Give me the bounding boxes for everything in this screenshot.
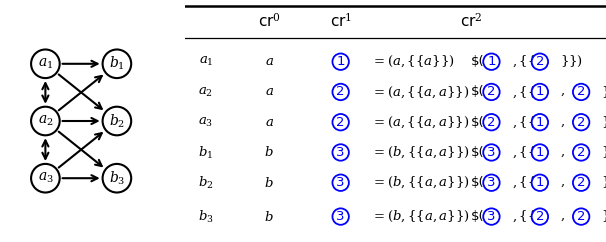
Circle shape xyxy=(102,50,131,78)
Text: $a$: $a$ xyxy=(265,55,273,68)
Text: 3: 3 xyxy=(487,146,496,159)
Text: 1: 1 xyxy=(336,55,345,68)
Text: 3: 3 xyxy=(487,176,496,189)
Text: 1: 1 xyxy=(536,85,544,98)
Text: $, \{\{$: $, \{\{$ xyxy=(511,175,536,190)
Text: 2: 2 xyxy=(577,116,585,129)
Text: $a_2$: $a_2$ xyxy=(38,114,53,128)
Text: $(: $( xyxy=(471,146,485,159)
Text: cr$^1$: cr$^1$ xyxy=(330,12,351,30)
Circle shape xyxy=(31,107,59,135)
Text: $(: $( xyxy=(471,85,485,98)
Text: $, \{\{$: $, \{\{$ xyxy=(511,84,536,100)
Text: 2: 2 xyxy=(577,210,585,223)
Text: 3: 3 xyxy=(336,210,345,223)
Text: $a_1$: $a_1$ xyxy=(199,55,213,68)
Text: $b_3$: $b_3$ xyxy=(198,209,214,225)
Text: $, \{\{$: $, \{\{$ xyxy=(511,54,536,69)
Circle shape xyxy=(102,164,131,192)
Text: 1: 1 xyxy=(487,55,496,68)
Text: $(: $( xyxy=(471,210,485,223)
Text: $a_2$: $a_2$ xyxy=(198,85,213,98)
Text: $\}\})$: $\}\})$ xyxy=(560,54,583,69)
Text: $a_3$: $a_3$ xyxy=(38,171,53,185)
Text: $a_3$: $a_3$ xyxy=(198,116,213,129)
Text: $b_1$: $b_1$ xyxy=(109,55,125,73)
Circle shape xyxy=(31,50,59,78)
Text: 3: 3 xyxy=(336,176,345,189)
Text: 2: 2 xyxy=(577,85,585,98)
Text: $, $: $, $ xyxy=(560,116,565,129)
Text: $= (b, \{\{a, a\}\})$: $= (b, \{\{a, a\}\})$ xyxy=(371,145,470,160)
Text: $\}\})$: $\}\})$ xyxy=(601,145,606,160)
Text: cr$^2$: cr$^2$ xyxy=(460,12,482,30)
Text: 1: 1 xyxy=(536,146,544,159)
Text: 2: 2 xyxy=(487,116,496,129)
Text: $(: $( xyxy=(471,116,485,129)
Text: 3: 3 xyxy=(487,210,496,223)
Text: 2: 2 xyxy=(536,210,544,223)
Text: 3: 3 xyxy=(336,146,345,159)
Text: cr$^0$: cr$^0$ xyxy=(258,12,281,30)
Text: $b$: $b$ xyxy=(264,145,274,159)
Text: 1: 1 xyxy=(536,116,544,129)
Text: $(: $( xyxy=(471,55,485,68)
Text: $= (a, \{\{a, a\}\})$: $= (a, \{\{a, a\}\})$ xyxy=(371,84,469,100)
Text: $b$: $b$ xyxy=(264,210,274,224)
Text: $b$: $b$ xyxy=(264,176,274,190)
Circle shape xyxy=(31,164,59,192)
Circle shape xyxy=(102,107,131,135)
Text: $, $: $, $ xyxy=(560,146,565,159)
Text: 2: 2 xyxy=(577,176,585,189)
Text: $, \{\{$: $, \{\{$ xyxy=(511,114,536,130)
Text: $a$: $a$ xyxy=(265,116,273,129)
Text: 2: 2 xyxy=(487,85,496,98)
Text: $, $: $, $ xyxy=(560,85,565,98)
Text: $\}\})$: $\}\})$ xyxy=(601,175,606,190)
Text: $\}\})$: $\}\})$ xyxy=(601,84,606,99)
Text: 1: 1 xyxy=(536,176,544,189)
Text: $b_3$: $b_3$ xyxy=(108,169,125,187)
Text: $b_1$: $b_1$ xyxy=(198,144,213,160)
Text: $= (a, \{\{a\}\})$: $= (a, \{\{a\}\})$ xyxy=(371,54,454,69)
Text: $, $: $, $ xyxy=(560,176,565,189)
Text: 2: 2 xyxy=(336,85,345,98)
Text: $a$: $a$ xyxy=(265,85,273,98)
Text: $b_2$: $b_2$ xyxy=(109,112,125,130)
Text: $, \{\{$: $, \{\{$ xyxy=(511,209,536,224)
Text: $= (b, \{\{a, a\}\})$: $= (b, \{\{a, a\}\})$ xyxy=(371,175,470,190)
Text: $, \{\{$: $, \{\{$ xyxy=(511,145,536,160)
Text: $(: $( xyxy=(471,176,485,189)
Text: $\}\})$: $\}\})$ xyxy=(601,209,606,224)
Text: 2: 2 xyxy=(577,146,585,159)
Text: $, $: $, $ xyxy=(560,210,565,223)
Text: $= (b, \{\{a, a\}\})$: $= (b, \{\{a, a\}\})$ xyxy=(371,209,470,224)
Text: $= (a, \{\{a, a\}\})$: $= (a, \{\{a, a\}\})$ xyxy=(371,114,469,130)
Text: $b_2$: $b_2$ xyxy=(198,175,214,191)
Text: 2: 2 xyxy=(536,55,544,68)
Text: $a_1$: $a_1$ xyxy=(38,57,53,71)
Text: $\}\})$: $\}\})$ xyxy=(601,115,606,130)
Text: 2: 2 xyxy=(336,116,345,129)
